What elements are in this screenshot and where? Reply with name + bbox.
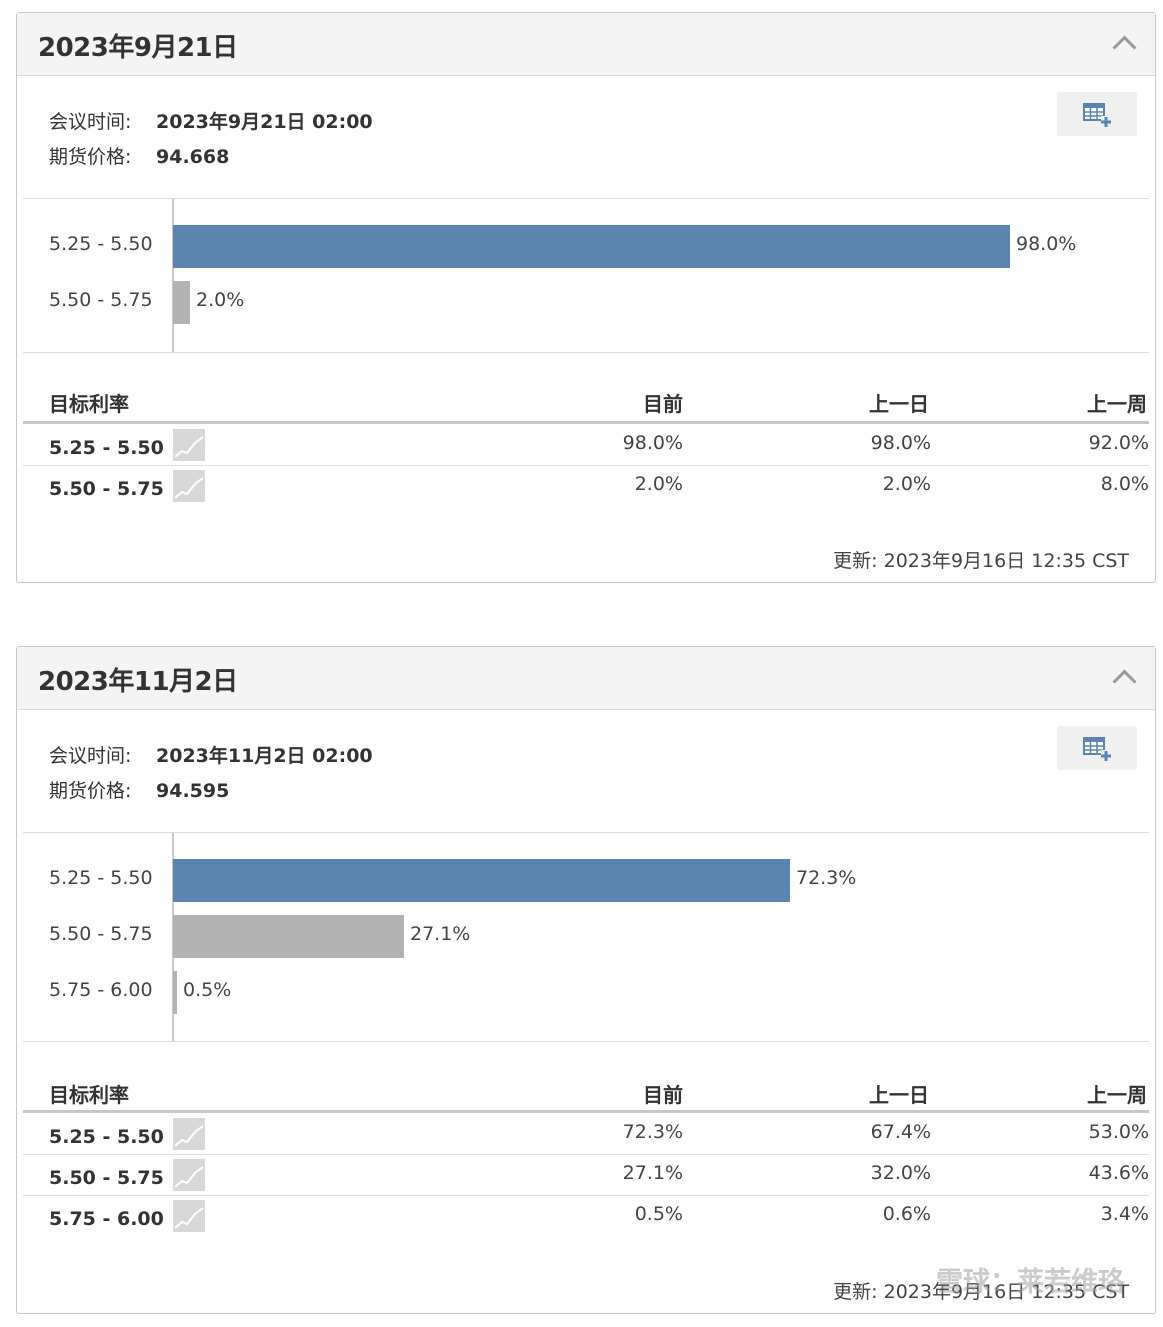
rate-cell: 5.50 - 5.75 (49, 478, 164, 500)
futures-price-value: 94.668 (156, 146, 230, 168)
chart-axis (172, 199, 174, 352)
bar-5.25-5.50 (173, 225, 1010, 268)
probability-chart: 5.25 - 5.50 98.0% 5.50 - 5.75 2.0% (23, 199, 1149, 352)
col-header-prev-week: 上一周 (1087, 392, 1147, 416)
watermark: 雪球：莱若维珞 (936, 1267, 1125, 1298)
add-table-button[interactable] (1057, 726, 1137, 770)
bar-label: 5.75 - 6.00 (49, 979, 153, 1001)
probability-chart: 5.25 - 5.50 72.3% 5.50 - 5.75 27.1% 5.75… (23, 833, 1149, 1041)
meeting-time-value: 2023年9月21日 02:00 (156, 111, 373, 133)
prev-week-cell: 53.0% (1088, 1121, 1149, 1143)
table-add-icon (1083, 737, 1111, 761)
prev-week-cell: 8.0% (1100, 473, 1149, 495)
col-header-prev-day: 上一日 (869, 1083, 929, 1107)
bar-value: 2.0% (196, 289, 245, 311)
panel-header[interactable]: 2023年9月21日 (17, 13, 1155, 76)
col-header-prev-week: 上一周 (1087, 1083, 1147, 1107)
rate-cell: 5.75 - 6.00 (49, 1208, 164, 1230)
header-rule (23, 421, 1149, 424)
col-header-target-rate: 目标利率 (49, 392, 129, 416)
futures-price-label: 期货价格: (49, 146, 132, 168)
bar-5.25-5.50 (173, 859, 790, 902)
table-row: 5.75 - 6.00 0.5% 0.6% 3.4% (23, 1195, 1149, 1236)
current-cell: 98.0% (622, 432, 683, 454)
sparkline-icon[interactable] (173, 1159, 205, 1191)
col-header-prev-day: 上一日 (869, 392, 929, 416)
col-header-target-rate: 目标利率 (49, 1083, 129, 1107)
bar-label: 5.50 - 5.75 (49, 923, 153, 945)
divider (23, 352, 1149, 353)
panel-title: 2023年11月2日 (38, 667, 238, 697)
add-table-button[interactable] (1057, 92, 1137, 136)
bar-value: 0.5% (183, 979, 232, 1001)
divider (23, 198, 1149, 199)
table-row: 5.50 - 5.75 2.0% 2.0% 8.0% (23, 465, 1149, 506)
futures-price-row: 期货价格: 94.595 (49, 776, 229, 803)
rate-cell: 5.50 - 5.75 (49, 1167, 164, 1189)
table-add-icon (1083, 103, 1111, 127)
divider (23, 832, 1149, 833)
prev-week-cell: 43.6% (1088, 1162, 1149, 1184)
panel-header[interactable]: 2023年11月2日 (17, 647, 1155, 710)
col-header-current: 目前 (643, 1083, 683, 1107)
prev-day-cell: 98.0% (870, 432, 931, 454)
sparkline-icon[interactable] (173, 470, 205, 502)
chevron-up-icon[interactable] (1112, 669, 1137, 694)
current-cell: 27.1% (622, 1162, 683, 1184)
panel-title: 2023年9月21日 (38, 33, 238, 63)
meeting-time-value: 2023年11月2日 02:00 (156, 745, 373, 767)
header-rule (23, 1110, 1149, 1113)
bar-label: 5.50 - 5.75 (49, 289, 153, 311)
bar-value: 27.1% (410, 923, 471, 945)
prev-week-cell: 92.0% (1088, 432, 1149, 454)
col-header-current: 目前 (643, 392, 683, 416)
bar-value: 72.3% (796, 867, 857, 889)
meeting-time-row: 会议时间: 2023年11月2日 02:00 (49, 741, 373, 768)
table-row: 5.50 - 5.75 27.1% 32.0% 43.6% (23, 1154, 1149, 1196)
bar-5.50-5.75 (173, 281, 190, 324)
meeting-time-label: 会议时间: (49, 111, 132, 133)
rate-cell: 5.25 - 5.50 (49, 437, 164, 459)
meeting-time-label: 会议时间: (49, 745, 132, 767)
table-row: 5.25 - 5.50 98.0% 98.0% 92.0% (23, 424, 1149, 466)
prev-day-cell: 32.0% (870, 1162, 931, 1184)
sparkline-icon[interactable] (173, 1200, 205, 1232)
divider (23, 1041, 1149, 1042)
bar-5.50-5.75 (173, 915, 404, 958)
meeting-time-row: 会议时间: 2023年9月21日 02:00 (49, 107, 373, 134)
bar-label: 5.25 - 5.50 (49, 867, 153, 889)
futures-price-value: 94.595 (156, 780, 230, 802)
sparkline-icon[interactable] (173, 429, 205, 461)
futures-price-row: 期货价格: 94.668 (49, 142, 229, 169)
current-cell: 0.5% (634, 1203, 683, 1225)
rate-cell: 5.25 - 5.50 (49, 1126, 164, 1148)
table-row: 5.25 - 5.50 72.3% 67.4% 53.0% (23, 1113, 1149, 1155)
current-cell: 72.3% (622, 1121, 683, 1143)
bar-value: 98.0% (1016, 233, 1077, 255)
updated-timestamp: 更新: 2023年9月16日 12:35 CST (833, 550, 1129, 572)
prev-day-cell: 2.0% (882, 473, 931, 495)
updated-timestamp: 更新: 2023年9月16日 12:35 CST (833, 1281, 1129, 1303)
prev-day-cell: 0.6% (882, 1203, 931, 1225)
bar-5.75-6.00 (173, 971, 177, 1014)
futures-price-label: 期货价格: (49, 780, 132, 802)
prev-day-cell: 67.4% (870, 1121, 931, 1143)
bar-label: 5.25 - 5.50 (49, 233, 153, 255)
chevron-up-icon[interactable] (1112, 35, 1137, 60)
sparkline-icon[interactable] (173, 1118, 205, 1150)
current-cell: 2.0% (634, 473, 683, 495)
meeting-panel-2: 2023年11月2日 会议时间: 2023年11月2日 02:00 期货价格: 94… (16, 646, 1156, 1314)
meeting-panel-1: 2023年9月21日 会议时间: 2023年9月21日 02:00 期货价格: 94… (16, 12, 1156, 583)
prev-week-cell: 3.4% (1100, 1203, 1149, 1225)
